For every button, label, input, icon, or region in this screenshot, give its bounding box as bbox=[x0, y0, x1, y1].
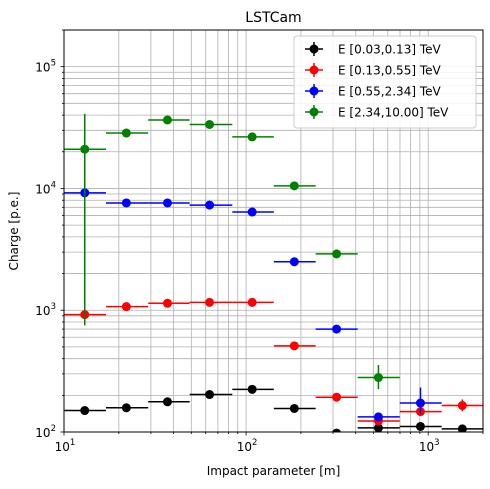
data-point bbox=[162, 298, 172, 308]
y-tick-label: 104 bbox=[35, 180, 56, 196]
series bbox=[64, 188, 464, 432]
data-point bbox=[373, 423, 383, 432]
data-point bbox=[205, 390, 215, 400]
series bbox=[64, 113, 400, 390]
plot-frame bbox=[63, 29, 484, 433]
data-point bbox=[121, 128, 131, 138]
legend-box bbox=[293, 35, 477, 129]
data-point bbox=[289, 257, 299, 267]
x-tick-label: 101 bbox=[55, 438, 76, 454]
data-point bbox=[373, 373, 383, 383]
data-point bbox=[80, 144, 90, 154]
data-point bbox=[332, 324, 342, 334]
data-layer bbox=[64, 113, 483, 432]
data-point bbox=[247, 384, 257, 394]
data-point bbox=[457, 401, 467, 411]
legend-marker-dot bbox=[309, 65, 319, 75]
y-tick-label: 105 bbox=[35, 59, 56, 75]
legend-label: E [2.34,10.00] TeV bbox=[338, 106, 449, 120]
legend-label: E [0.03,0.13] TeV bbox=[338, 43, 442, 57]
data-point bbox=[162, 198, 172, 208]
data-point bbox=[247, 297, 257, 307]
data-point bbox=[205, 119, 215, 129]
data-point bbox=[332, 249, 342, 259]
data-point bbox=[247, 207, 257, 217]
data-point bbox=[289, 181, 299, 191]
data-point bbox=[80, 406, 90, 416]
series bbox=[64, 297, 483, 426]
data-point bbox=[205, 297, 215, 307]
data-point bbox=[162, 115, 172, 125]
y-axis-label: Charge [p.e.] bbox=[7, 192, 21, 271]
legend-label: E [0.55,2.34] TeV bbox=[338, 85, 442, 99]
x-tick-label: 103 bbox=[419, 438, 440, 454]
legend-marker-dot bbox=[309, 44, 319, 54]
data-point bbox=[121, 198, 131, 208]
chart-title: LSTCam bbox=[245, 10, 301, 26]
data-point bbox=[247, 132, 257, 142]
data-point bbox=[289, 341, 299, 351]
data-point bbox=[162, 397, 172, 407]
legend-marker-dot bbox=[309, 107, 319, 117]
y-tick-label: 103 bbox=[35, 302, 56, 318]
x-tick-label: 102 bbox=[237, 438, 258, 454]
data-point bbox=[415, 421, 425, 431]
data-point bbox=[332, 428, 341, 432]
data-point bbox=[121, 403, 131, 413]
x-axis-label: Impact parameter [m] bbox=[207, 464, 341, 478]
legend-label: E [0.13,0.55] TeV bbox=[338, 64, 442, 78]
legend: E [0.03,0.13] TeV E [0.13,0.55] TeV E [0.5… bbox=[293, 35, 477, 129]
data-point bbox=[457, 424, 467, 432]
series-group bbox=[64, 113, 483, 432]
data-point bbox=[289, 403, 299, 413]
data-point bbox=[332, 392, 342, 402]
data-point bbox=[205, 200, 215, 210]
legend-marker-dot bbox=[309, 86, 319, 96]
y-tick-label: 102 bbox=[35, 424, 56, 440]
data-point bbox=[373, 412, 383, 422]
data-point bbox=[121, 302, 131, 312]
series bbox=[64, 384, 483, 432]
data-point bbox=[415, 398, 425, 408]
